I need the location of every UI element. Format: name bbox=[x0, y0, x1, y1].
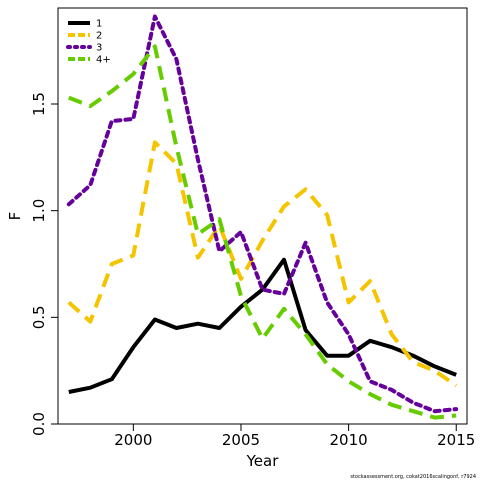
legend-label-3: 3 bbox=[96, 43, 102, 54]
credit-text: stockassessment.org, cokat2016scalingonf… bbox=[350, 474, 476, 480]
series-line-3 bbox=[66, 14, 459, 414]
legend-label-4: 4+ bbox=[96, 55, 111, 66]
x-tick-label: 2015 bbox=[437, 431, 475, 449]
series-line-2 bbox=[67, 140, 458, 388]
x-axis-title: Year bbox=[246, 452, 280, 470]
y-tick-label: 1.0 bbox=[30, 199, 48, 223]
x-tick-label: 2000 bbox=[114, 431, 152, 449]
y-axis: 0.0 0.5 1.0 1.5 bbox=[30, 92, 58, 436]
series-line-1 bbox=[68, 257, 457, 394]
x-tick-label: 2010 bbox=[330, 431, 368, 449]
legend-label-2: 2 bbox=[96, 31, 102, 42]
y-tick-label: 1.5 bbox=[30, 92, 48, 116]
plot-frame bbox=[57, 7, 468, 425]
x-axis: 2000 2005 2010 2015 bbox=[114, 424, 475, 449]
y-tick-label: 0.5 bbox=[30, 305, 48, 329]
series-line-4 bbox=[68, 44, 457, 420]
x-tick-label: 2005 bbox=[222, 431, 260, 449]
y-axis-title: F bbox=[6, 212, 24, 221]
plot-area bbox=[66, 14, 459, 420]
legend-label-1: 1 bbox=[96, 19, 102, 30]
y-tick-label: 0.0 bbox=[30, 412, 48, 436]
